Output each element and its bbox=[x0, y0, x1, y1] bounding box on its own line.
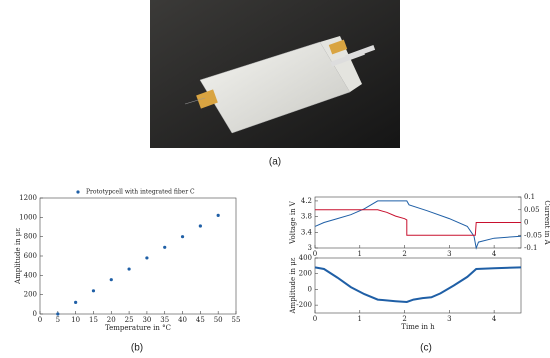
point bbox=[74, 300, 78, 304]
y-axis-label: Amplitude in με bbox=[14, 228, 22, 285]
y-axis-label: Voltage in V bbox=[289, 200, 297, 245]
y-tick-label: 0 bbox=[308, 285, 312, 293]
x-tick-label: 3 bbox=[447, 250, 451, 258]
x-tick-label: 0 bbox=[38, 316, 42, 324]
line bbox=[314, 266, 522, 304]
y-tick-label: 1200 bbox=[19, 194, 37, 202]
x-axis-label: Temperature in °C bbox=[105, 324, 171, 332]
y-tick-label: 3 bbox=[308, 244, 312, 252]
point bbox=[127, 267, 131, 271]
y-tick-label: 200 bbox=[24, 291, 37, 299]
x-tick-label: 1 bbox=[358, 315, 362, 323]
y-tick-label: 0 bbox=[33, 310, 37, 318]
y-tick-label: 3.4 bbox=[301, 228, 313, 236]
x-tick-label: 55 bbox=[232, 316, 241, 324]
x-tick-label: 50 bbox=[214, 316, 223, 324]
x-tick-label: 35 bbox=[160, 316, 169, 324]
x-tick-label: 3 bbox=[447, 315, 451, 323]
legend-label: Prototypcell with integrated fiber C bbox=[86, 189, 195, 196]
x-tick-label: 10 bbox=[71, 316, 80, 324]
photo bbox=[150, 0, 400, 148]
y-tick-label: 400 bbox=[24, 271, 37, 279]
point bbox=[198, 224, 202, 228]
y-tick-label: 800 bbox=[24, 233, 37, 241]
x-tick-label: 5 bbox=[56, 316, 60, 324]
y-axis-label: Amplitude in με bbox=[289, 257, 297, 314]
x-tick-label: 2 bbox=[402, 250, 406, 258]
point bbox=[180, 235, 185, 239]
point bbox=[109, 278, 113, 282]
x-tick-label: 30 bbox=[142, 316, 151, 324]
x-tick-label: 20 bbox=[107, 316, 116, 324]
y-tick-label: 600 bbox=[24, 252, 37, 260]
y-tick-label: 1000 bbox=[19, 213, 37, 221]
y2-tick-label: -0.1 bbox=[524, 244, 538, 252]
point bbox=[163, 245, 167, 249]
point bbox=[91, 289, 96, 293]
plot-frame bbox=[39, 197, 237, 315]
y2-tick-label: 0.05 bbox=[524, 206, 540, 214]
point bbox=[216, 213, 220, 217]
x-tick-label: 4 bbox=[492, 250, 497, 258]
line bbox=[315, 209, 521, 236]
y-tick-label: 4.2 bbox=[301, 197, 312, 205]
plot-frame bbox=[314, 257, 522, 314]
legend-marker bbox=[76, 190, 80, 194]
x-tick-label: 25 bbox=[125, 316, 134, 324]
y2-tick-label: 0 bbox=[524, 219, 528, 227]
y-tick-label: 200 bbox=[299, 270, 312, 278]
x-tick-label: 0 bbox=[313, 250, 317, 258]
x-tick-label: 45 bbox=[196, 316, 205, 324]
y-tick-label: -200 bbox=[296, 301, 312, 309]
point bbox=[145, 256, 149, 260]
caption: (c) bbox=[420, 343, 432, 354]
point bbox=[56, 312, 60, 316]
x-tick-label: 40 bbox=[178, 316, 187, 324]
y2-tick-label: 0.1 bbox=[524, 193, 535, 201]
x-axis-label: Time in h bbox=[401, 323, 435, 331]
x-tick-label: 4 bbox=[492, 315, 497, 323]
y2-axis-label: Current in A bbox=[543, 200, 550, 245]
x-tick-label: 15 bbox=[89, 316, 98, 324]
y2-tick-label: -0.05 bbox=[524, 231, 542, 239]
caption: (a) bbox=[269, 157, 281, 168]
x-tick-label: 0 bbox=[313, 315, 317, 323]
y-tick-label: 3.8 bbox=[301, 213, 312, 221]
x-tick-label: 1 bbox=[358, 250, 362, 258]
y-tick-label: 400 bbox=[299, 254, 312, 262]
x-tick-label: 2 bbox=[402, 315, 406, 323]
caption: (b) bbox=[131, 343, 143, 354]
line bbox=[314, 200, 522, 250]
